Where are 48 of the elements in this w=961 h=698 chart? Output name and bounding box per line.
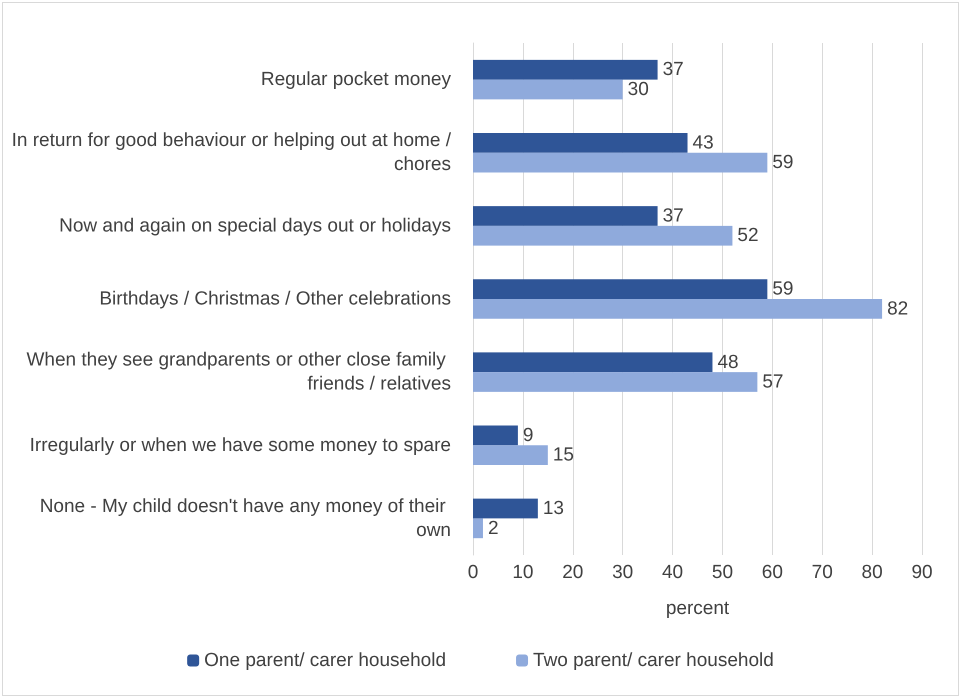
x-axis-title: percent (666, 598, 730, 619)
x-tick-label: 40 (662, 562, 684, 583)
bar (473, 352, 712, 372)
data-label: 48 (717, 352, 739, 373)
data-label: 2 (488, 518, 499, 539)
y-tick-label: Birthdays / Christmas / Other celebrations (99, 288, 451, 310)
bar (473, 152, 768, 172)
x-tick-label: 10 (512, 562, 534, 583)
bar (473, 518, 483, 538)
bar (473, 132, 688, 153)
data-label: 9 (522, 424, 534, 446)
y-tick-label: In return for good behaviour or helping out at home / chores (12, 130, 452, 176)
x-tick-label: 60 (762, 562, 783, 583)
data-label: 37 (662, 205, 684, 226)
bar (473, 445, 548, 466)
y-tick-label: When they see grandparents or other close family friends / relatives (26, 350, 451, 395)
bar (473, 498, 538, 518)
data-label: 82 (887, 298, 908, 320)
x-tick-label: 20 (562, 562, 584, 583)
x-tick-label: 70 (812, 562, 833, 583)
bar (473, 299, 882, 319)
bar (473, 60, 658, 80)
x-tick-label: 50 (712, 562, 734, 583)
data-label: 15 (552, 444, 574, 466)
bar (473, 426, 518, 446)
y-tick-label: Irregularly or when we have some money to spare (30, 434, 451, 456)
bar (473, 206, 658, 226)
bar (473, 279, 768, 299)
x-tick-label: 0 (468, 562, 478, 583)
data-label: 13 (542, 498, 564, 520)
data-label: 37 (662, 59, 684, 80)
x-tick-label: 80 (862, 562, 883, 583)
bar (473, 80, 623, 100)
legend-label: Two parent/ carer household (533, 650, 774, 671)
data-label: 30 (628, 78, 649, 100)
data-label: 59 (772, 152, 794, 174)
data-label: 57 (762, 372, 784, 393)
x-tick-label: 30 (612, 562, 634, 583)
y-tick-label: None - My child doesn't have any money of their own (40, 496, 451, 541)
legend-label: One parent/ carer household (204, 650, 446, 671)
data-label: 59 (772, 278, 794, 300)
x-tick-label: 90 (911, 562, 933, 583)
y-tick-label: Now and again on special days out or holidays (59, 215, 451, 236)
data-label: 52 (737, 225, 759, 246)
data-label: 43 (692, 132, 714, 154)
bar (473, 372, 758, 392)
y-tick-label: Regular pocket money (260, 69, 452, 90)
bar (473, 226, 732, 246)
